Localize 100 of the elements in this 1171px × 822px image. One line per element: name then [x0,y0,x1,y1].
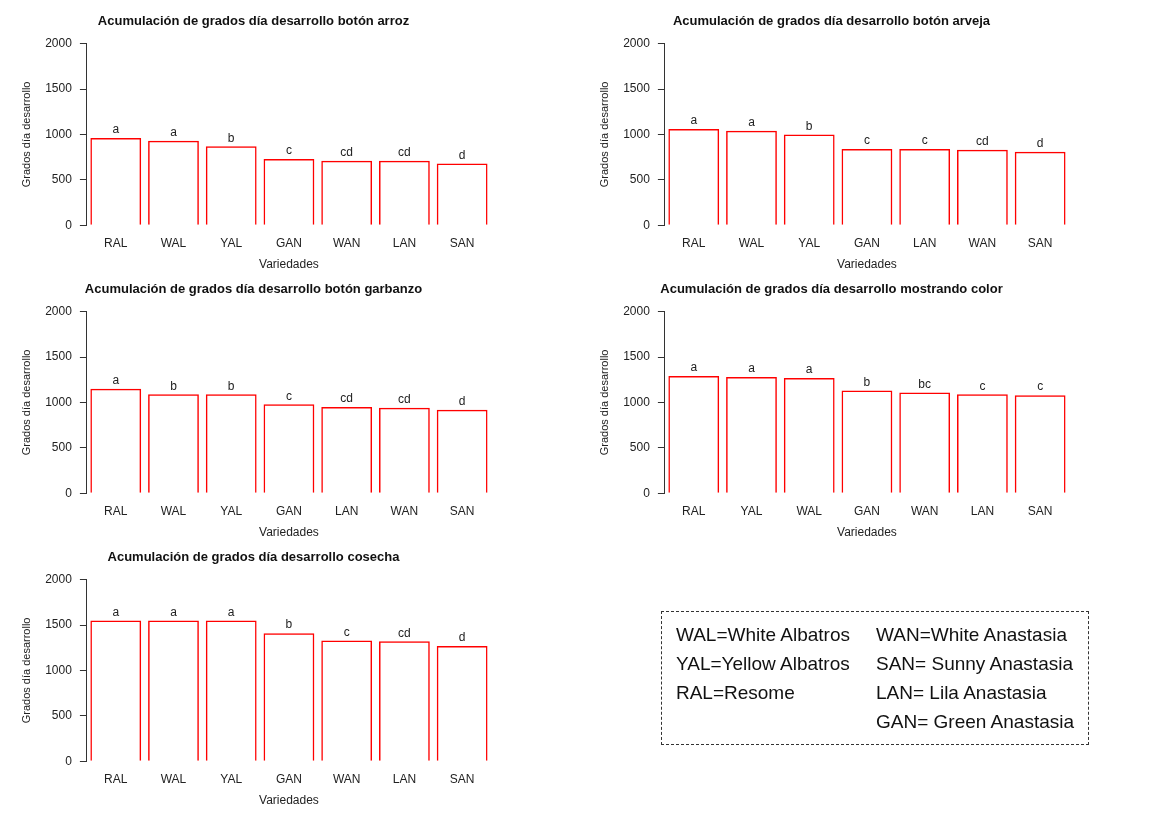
x-axis-title: Variedades [259,257,319,272]
chart-title: Acumulación de grados día desarrollo botón garbanzo [84,281,423,297]
data-label: b [227,378,235,393]
x-tick-label: LAN [335,503,359,518]
chart-title: Acumulación de grados día desarrollo mostrando color [660,281,1003,297]
data-label: c [343,624,350,639]
y-axis-title: Grados día desarrollo [597,349,610,456]
data-label: a [748,361,756,376]
data-label: a [170,604,178,619]
data-label: c [979,378,986,393]
y-tick-label: 500 [629,172,651,187]
data-label: c [863,133,870,148]
y-tick-label: 2000 [45,35,73,50]
x-tick-label: LAN [970,503,995,518]
text: WAN=White Anastasia [876,623,1068,647]
text: RAL=Resome [675,681,796,705]
y-tick-label: 1000 [45,662,73,677]
text: WAL=White Albatros [675,623,851,647]
data-label: cd [340,391,354,406]
data-label: c [285,388,292,403]
x-tick-label: WAL [160,503,187,518]
x-tick-label: WAN [968,235,997,250]
x-tick-label: SAN [1027,235,1053,250]
data-label: b [227,130,235,145]
x-tick-label: SAN [449,771,475,786]
data-label: d [458,393,466,408]
y-tick-label: 500 [629,440,651,455]
data-label: d [458,147,466,162]
data-label: cd [340,145,354,160]
data-label: c [1037,379,1044,394]
x-axis-title: Variedades [259,525,319,540]
chart-title: Acumulación de grados día desarrollo cosecha [107,549,401,565]
x-tick-label: WAL [160,771,187,786]
data-label: a [227,604,235,619]
x-tick-label: WAN [332,771,361,786]
x-tick-label: WAL [160,235,187,250]
y-tick-label: 0 [65,485,73,500]
x-tick-label: RAL [104,771,128,786]
x-tick-label: GAN [275,235,302,250]
data-label: a [112,373,120,388]
y-tick-label: 2000 [623,303,651,318]
x-axis-title: Variedades [259,793,319,808]
data-label: c [921,133,928,148]
y-tick-label: 2000 [45,571,73,586]
y-tick-label: 0 [643,485,651,500]
data-label: cd [398,625,411,640]
y-tick-label: 0 [65,753,73,768]
chart-title: Acumulación de grados día desarrollo botón arveja [672,13,991,29]
x-tick-label: WAN [390,503,419,518]
y-tick-label: 1500 [45,81,73,96]
data-label: b [170,378,178,393]
x-tick-label: GAN [275,503,302,518]
data-label: a [112,122,120,137]
x-tick-label: SAN [449,235,475,250]
chart-title: Acumulación de grados día desarrollo botón arroz [97,13,410,29]
y-tick-label: 0 [65,217,73,232]
data-label: b [285,617,293,632]
y-axis-title: Grados día desarrollo [19,349,32,456]
x-tick-label: LAN [392,235,417,250]
text: SAN= Sunny Anastasia [876,652,1074,676]
data-label: b [863,374,871,389]
data-label: a [748,115,756,130]
y-tick-label: 500 [51,172,73,187]
y-tick-label: 1000 [623,126,651,141]
y-tick-label: 1000 [45,126,73,141]
data-label: cd [398,145,411,160]
x-tick-label: WAL [738,235,765,250]
y-axis-title: Grados día desarrollo [19,81,32,188]
x-tick-label: YAL [220,503,243,518]
y-tick-label: 0 [643,217,651,232]
x-axis-title: Variedades [837,525,897,540]
x-tick-label: WAN [332,235,361,250]
data-label: a [690,360,698,375]
text: GAN= Green Anastasia [876,710,1075,734]
text: YAL=Yellow Albatros [675,652,851,676]
x-tick-label: GAN [275,771,302,786]
x-tick-label: LAN [392,771,417,786]
y-tick-label: 1500 [623,81,651,96]
x-tick-label: YAL [740,503,763,518]
y-tick-label: 1500 [45,349,73,364]
x-tick-label: RAL [104,235,128,250]
x-tick-label: YAL [798,235,821,250]
data-label: d [1036,135,1044,150]
data-label: bc [918,376,932,391]
x-tick-label: YAL [220,235,243,250]
x-tick-label: GAN [853,235,880,250]
y-tick-label: 2000 [623,35,651,50]
text: LAN= Lila Anastasia [876,681,1048,705]
y-tick-label: 1000 [623,394,651,409]
x-tick-label: RAL [682,503,706,518]
x-tick-label: RAL [104,503,128,518]
y-axis-title: Grados día desarrollo [597,81,610,188]
data-label: c [285,143,292,158]
data-label: a [805,362,813,377]
x-tick-label: WAN [910,503,939,518]
y-tick-label: 1000 [45,394,73,409]
data-label: a [170,125,178,140]
y-tick-label: 2000 [45,303,73,318]
y-axis-title: Grados día desarrollo [19,617,32,724]
x-tick-label: SAN [1027,503,1053,518]
